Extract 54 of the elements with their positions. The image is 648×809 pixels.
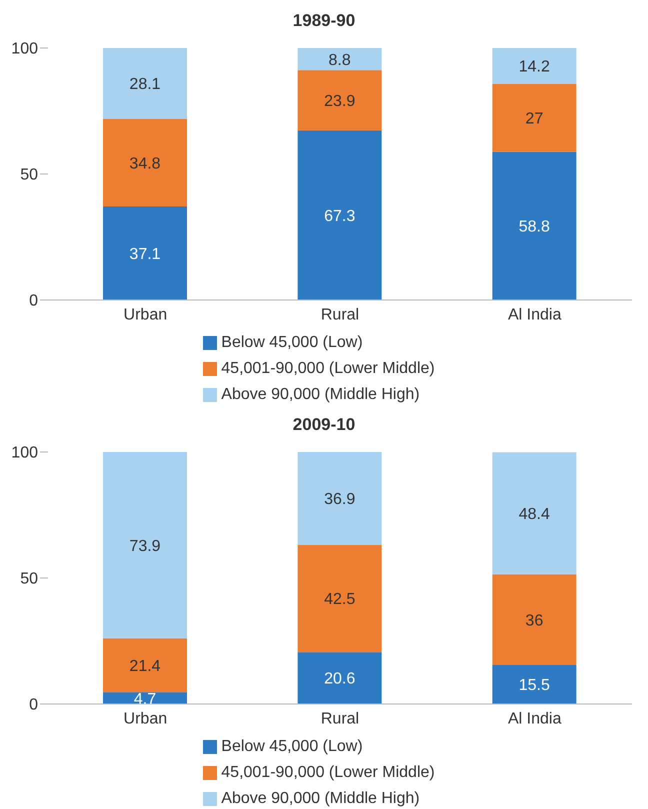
bar [103,638,187,692]
y-tick-label: 100 [11,444,38,462]
bar [492,152,576,300]
legend-label: 45,001-90,000 (Lower Middle) [221,360,435,377]
x-tick-label: Rural [320,710,360,728]
bar [492,664,576,704]
bar [298,452,382,545]
data-label: 36 [525,612,544,630]
data-label: 67.3 [324,208,356,225]
bar [492,84,576,152]
data-label: 36.9 [324,491,356,508]
data-label: 27 [525,110,544,128]
chart-title: 2009-10 [292,414,356,436]
legend-label: Above 90,000 (Middle High) [221,790,420,807]
bar [103,206,187,300]
data-label: 48.4 [518,506,550,523]
x-tick-label: Al India [508,710,562,728]
data-label: 42.5 [324,591,356,608]
data-label: 14.2 [518,58,550,76]
legend-label: Below 45,000 (Low) [221,334,363,351]
x-tick-label: Al India [508,306,562,324]
bar [103,118,187,207]
data-label: 20.6 [324,670,356,688]
x-tick-label: Rural [320,306,360,324]
bar [103,452,187,638]
legend-label: 45,001-90,000 (Lower Middle) [221,764,435,781]
y-tick-label: 100 [11,40,38,58]
bar [298,544,382,652]
legend-label: Above 90,000 (Middle High) [221,386,420,403]
bar [492,452,576,574]
bar [492,574,576,665]
y-tick-label: 50 [20,570,38,588]
bar [492,48,576,84]
bar [298,48,382,70]
data-label: 73.9 [129,538,161,555]
chart-title: 1989-90 [292,10,356,32]
bar [298,130,382,300]
data-label: 8.8 [328,52,351,69]
data-label: 34.8 [129,155,161,172]
data-label: 23.9 [324,92,356,110]
data-label: 58.8 [518,218,550,236]
y-tick-label: 50 [20,166,38,184]
x-tick-label: Urban [124,710,168,728]
y-tick-label: 0 [29,696,38,714]
bar [298,70,382,130]
legend-label: Below 45,000 (Low) [221,738,363,755]
y-tick-label: 0 [29,292,38,310]
data-label: 15.5 [518,677,550,694]
bar [298,652,382,704]
bar [103,48,187,119]
x-tick-label: Urban [124,306,168,324]
data-label: 37.1 [129,246,161,263]
data-label: 28.1 [129,76,161,94]
data-label: 21.4 [129,658,161,675]
